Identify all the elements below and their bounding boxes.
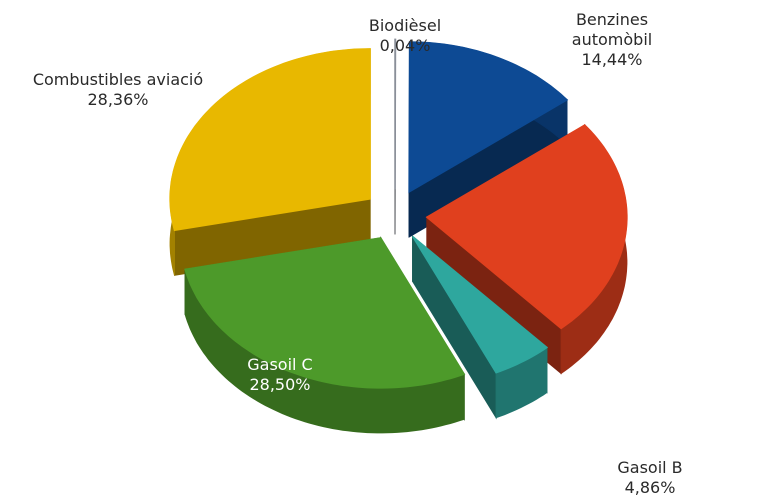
value-label: 28,50% bbox=[249, 375, 311, 394]
slice bbox=[184, 237, 466, 389]
category-label: Gasoil B bbox=[617, 458, 683, 477]
category-label: Combustibles aviació bbox=[32, 70, 204, 89]
category-label: Gasoil C bbox=[247, 355, 313, 374]
value-label: 0,04% bbox=[379, 36, 431, 55]
slice bbox=[394, 38, 397, 190]
category-label: Benzines automòbil bbox=[571, 10, 653, 49]
value-label: 14,44% bbox=[581, 50, 643, 69]
slice bbox=[425, 124, 628, 330]
value-label: 23,81% bbox=[652, 270, 714, 289]
slice-label: Gasoil A 23,81% bbox=[573, 250, 760, 290]
value-label: 28,36% bbox=[87, 90, 149, 109]
slice bbox=[411, 235, 549, 374]
value-label: 4,86% bbox=[624, 478, 676, 497]
slice-label: Gasoil B 4,86% bbox=[540, 458, 760, 498]
slice-label: Gasoil C 28,50% bbox=[170, 355, 390, 395]
category-label: Gasoil A bbox=[650, 250, 716, 269]
slice bbox=[169, 48, 371, 232]
slice-label: Benzines automòbil 14,44% bbox=[552, 10, 672, 70]
slice-label: Biodièsel 0,04% bbox=[295, 16, 515, 56]
slice bbox=[408, 41, 569, 194]
slice-label: Combustibles aviació 28,36% bbox=[8, 70, 228, 110]
category-label: Biodièsel bbox=[368, 16, 442, 35]
